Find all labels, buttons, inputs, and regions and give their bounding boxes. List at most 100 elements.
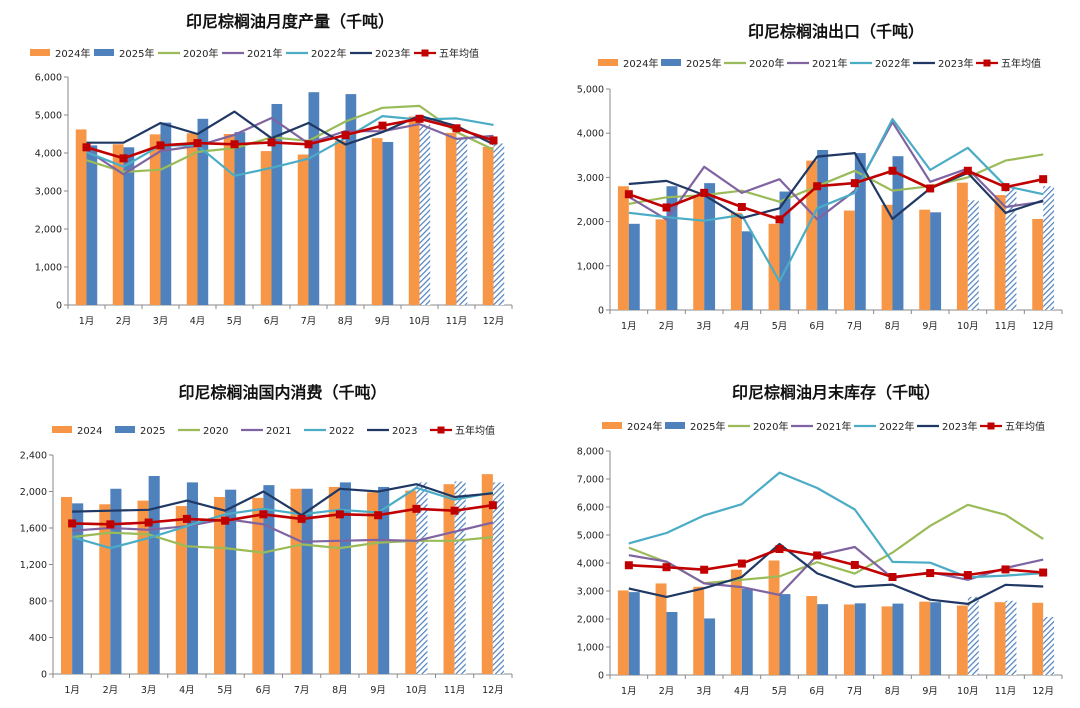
chart-legend: 2024年 2025年 2020年 2021年 2022年 2023年 五年均值: [30, 47, 479, 60]
data-point: [813, 182, 822, 191]
x-tick-label: 8月: [885, 686, 901, 697]
bar: [854, 603, 866, 675]
bar: [843, 604, 855, 675]
legend-item: 2025年: [661, 57, 721, 70]
legend-swatch: [602, 422, 622, 429]
x-tick-label: 1月: [621, 686, 637, 697]
bar: [892, 156, 904, 310]
legend-item: 2024: [52, 426, 102, 437]
data-point: [412, 504, 421, 513]
legend-label: 2025: [140, 426, 165, 437]
bar: [779, 594, 791, 675]
data-point: [700, 565, 709, 574]
x-tick-label: 9月: [922, 686, 938, 697]
bar: [655, 583, 667, 675]
bar: [456, 137, 468, 305]
y-tick-label: 6,000: [577, 503, 604, 514]
data-point: [297, 514, 306, 523]
bar: [930, 212, 942, 310]
data-point: [193, 139, 202, 148]
series-line: [628, 121, 1044, 221]
legend-item: 2022年: [854, 420, 914, 433]
legend-item: 2020年: [728, 420, 788, 433]
y-tick-label: 2,400: [20, 451, 47, 462]
x-tick-label: 2月: [659, 686, 675, 697]
data-point: [1001, 565, 1010, 574]
legend-label: 2022: [329, 426, 354, 437]
bar: [768, 223, 780, 310]
bar: [730, 569, 742, 675]
legend-item: 2021年: [222, 47, 282, 60]
bar: [919, 209, 931, 310]
legend-label: 2023年: [938, 57, 973, 70]
data-point: [230, 140, 239, 149]
data-point: [335, 510, 344, 519]
data-point: [341, 131, 350, 140]
bar: [956, 605, 968, 675]
x-tick-label: 5月: [772, 321, 788, 332]
data-point: [267, 138, 276, 147]
data-point: [850, 560, 859, 569]
bar: [197, 118, 209, 305]
legend-item: 2020年: [724, 57, 784, 70]
series-line: [72, 483, 494, 517]
bar: [445, 132, 457, 305]
series-line: [85, 116, 494, 176]
bar: [817, 149, 829, 310]
series-line: [72, 503, 494, 526]
bar: [214, 496, 226, 674]
legend-label: 2022年: [311, 47, 346, 60]
data-point: [82, 143, 91, 152]
data-point: [221, 516, 230, 525]
legend-label: 2021年: [812, 57, 847, 70]
legend-label: 2022年: [879, 420, 914, 433]
data-point: [374, 511, 383, 520]
bar: [881, 606, 893, 675]
chart-svg-production: 印尼棕榈油月度产量（千吨）2024年 2025年 2020年 2021年 2022年 20…: [30, 12, 513, 327]
x-tick-label: 2月: [103, 685, 119, 696]
data-point: [888, 573, 897, 581]
bar: [378, 486, 390, 674]
data-point: [1039, 175, 1048, 184]
x-tick-label: 11月: [444, 685, 466, 696]
data-point: [259, 510, 268, 519]
bar: [806, 160, 818, 310]
legend-item: 五年均值: [430, 424, 495, 437]
bar: [328, 486, 340, 674]
data-point: [813, 551, 822, 560]
bar: [260, 151, 272, 305]
bar: [223, 134, 235, 305]
x-tick-label: 2月: [116, 316, 132, 327]
bar: [252, 497, 264, 674]
y-tick-label: 5,000: [577, 531, 604, 542]
x-tick-label: 5月: [227, 316, 243, 327]
x-tick-label: 7月: [847, 321, 863, 332]
bar: [72, 503, 84, 674]
bar: [290, 488, 302, 674]
legend-marker: [987, 422, 995, 430]
x-tick-label: 1月: [621, 321, 637, 332]
bar: [967, 596, 979, 675]
y-tick-label: 6,000: [35, 73, 62, 84]
bar: [666, 186, 678, 310]
bar: [704, 618, 716, 675]
data-point: [378, 121, 387, 130]
legend-item: 2020: [178, 426, 228, 437]
bar: [137, 500, 149, 674]
y-tick-label: 1,600: [20, 524, 47, 535]
chart-legend: 2024年 2025年 2020年 2021年 2022年 2023年 五年均值: [598, 57, 1041, 70]
bar: [817, 604, 829, 675]
x-tick-label: 9月: [370, 685, 386, 696]
legend-label: 2020年: [753, 420, 788, 433]
x-tick-label: 6月: [264, 316, 280, 327]
data-point: [850, 179, 859, 188]
legend-label: 2025年: [119, 47, 154, 60]
legend-item: 2022年: [850, 57, 910, 70]
bar: [408, 116, 420, 306]
chart-panel-export: 印尼棕榈油出口（千吨） 2024年 2025年 2020年 2021年 2022年 2023…: [540, 0, 1080, 354]
x-tick-label: 4月: [190, 316, 206, 327]
bar: [225, 489, 237, 674]
bar: [956, 182, 968, 310]
legend-item: 2022: [304, 426, 354, 437]
x-tick-label: 12月: [483, 316, 505, 327]
